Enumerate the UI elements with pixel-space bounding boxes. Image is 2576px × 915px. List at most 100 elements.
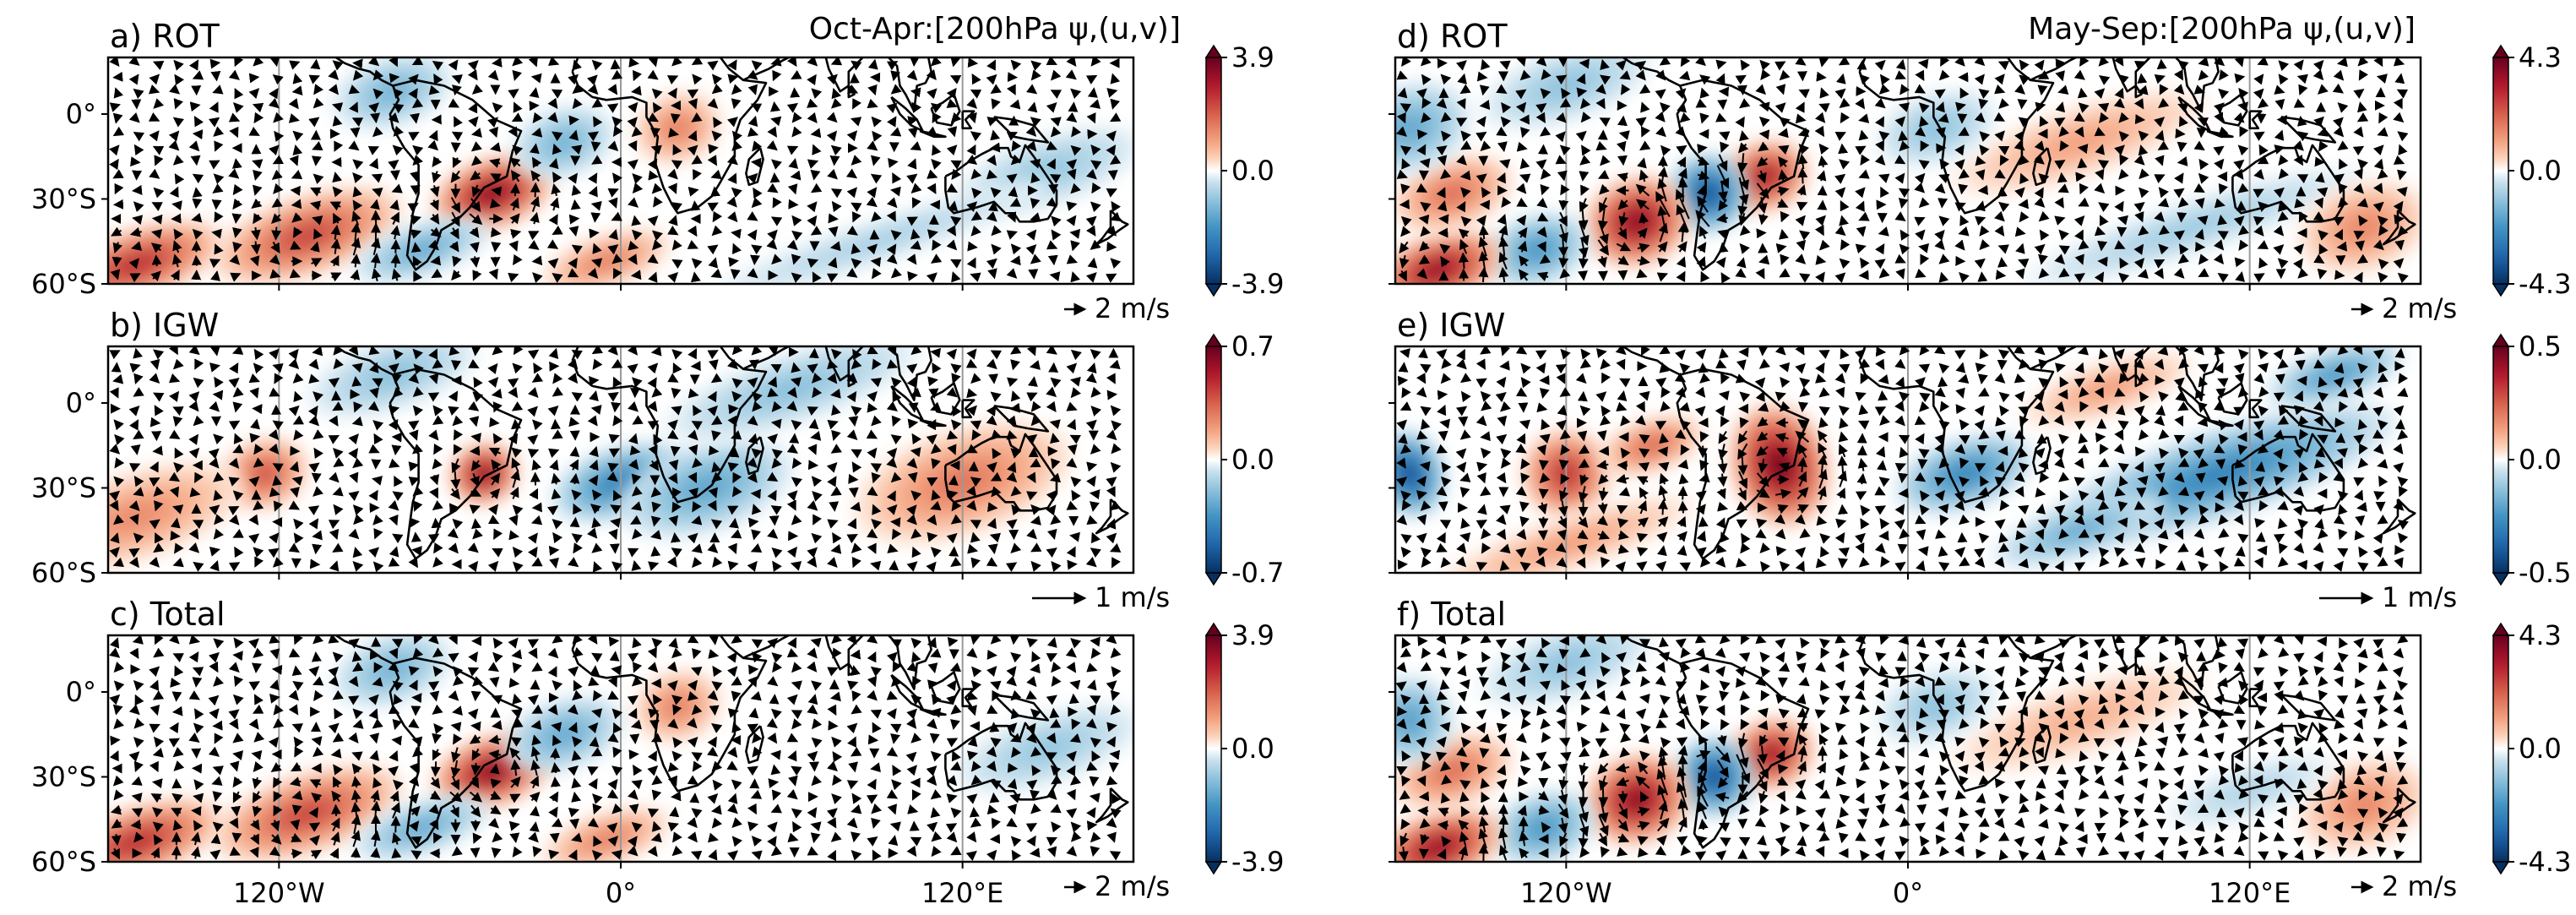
wind-arrow — [131, 241, 143, 251]
wind-arrow — [1087, 257, 1098, 269]
wind-arrow — [549, 197, 560, 211]
wind-arrow — [1715, 543, 1727, 554]
wind-arrow — [1437, 430, 1448, 442]
wind-arrow — [807, 215, 818, 227]
wind-arrow — [1558, 199, 1569, 211]
wind-arrow — [270, 241, 280, 254]
wind-arrow — [1958, 183, 1969, 195]
wind-arrow — [1937, 546, 1948, 558]
wind-arrow — [2175, 128, 2186, 139]
wind-arrow — [751, 529, 761, 541]
wind-arrow — [568, 226, 579, 237]
wind-arrow — [668, 215, 678, 226]
wind-arrow — [670, 445, 681, 457]
wind-arrow — [707, 244, 719, 255]
season-title-left: Oct-Apr:[200hPa ψ,(u,v)] — [809, 12, 1181, 46]
wind-arrow — [791, 230, 803, 242]
wind-arrow — [611, 253, 623, 264]
wind-arrow — [309, 200, 322, 211]
wind-arrow — [1457, 73, 1467, 84]
wind-arrow — [590, 258, 603, 268]
wind-arrow — [272, 475, 283, 487]
wind-arrow — [152, 445, 163, 456]
field-layer — [1395, 346, 2421, 573]
wind-arrow — [112, 242, 123, 254]
wind-arrow — [2274, 373, 2285, 384]
wind-arrow — [312, 346, 323, 357]
wind-arrow — [1066, 215, 1077, 226]
wind-arrow — [470, 762, 481, 776]
wind-arrow — [930, 253, 943, 264]
wind-arrow — [970, 635, 981, 645]
wind-arrow — [211, 228, 222, 239]
wind-arrow — [2293, 736, 2305, 747]
wind-arrow — [450, 197, 461, 214]
wind-arrow — [630, 270, 642, 280]
wind-arrow — [966, 257, 976, 269]
wind-arrow — [531, 255, 543, 266]
wind-arrow — [2035, 790, 2046, 801]
wind-arrow — [1009, 197, 1022, 207]
wind-arrow — [552, 273, 563, 283]
wind-arrow — [1917, 546, 1929, 557]
wind-arrow — [371, 268, 382, 282]
wind-arrow — [570, 199, 581, 210]
wind-arrow — [548, 545, 560, 556]
wind-arrow — [671, 202, 682, 212]
wind-arrow — [408, 666, 420, 676]
wind-arrow — [210, 270, 220, 281]
wind-arrow — [671, 531, 681, 543]
colorbar-tick-label: 0.0 — [1231, 733, 1274, 765]
wind-arrow — [1478, 225, 1489, 240]
colorbar-tick-label: -0.7 — [1231, 557, 1284, 589]
wind-arrow — [133, 201, 144, 213]
wind-arrow — [571, 184, 582, 196]
wind-arrow — [2135, 557, 2146, 569]
wind-arrow — [391, 268, 402, 281]
wind-arrow — [1898, 472, 1909, 484]
wind-arrow — [310, 58, 321, 70]
wind-arrow — [252, 662, 262, 673]
wind-arrow — [727, 211, 738, 223]
wind-arrow — [1597, 270, 1608, 281]
wind-arrow — [1975, 155, 1986, 166]
wind-arrow — [1838, 143, 1849, 155]
colorbar-tick-label: -3.9 — [1231, 846, 1284, 878]
wind-arrow — [1539, 387, 1550, 399]
wind-arrow — [1598, 787, 1609, 808]
wind-arrow — [1416, 490, 1428, 500]
wind-arrow — [2257, 362, 2269, 373]
wind-arrow — [1090, 239, 1101, 250]
wind-arrow — [110, 735, 121, 746]
wind-arrow — [1578, 255, 1589, 270]
wind-arrow — [926, 272, 937, 283]
wind-arrow — [1499, 360, 1510, 371]
wind-arrow — [889, 559, 899, 571]
wind-arrow — [1736, 359, 1747, 371]
wind-arrow — [687, 187, 699, 197]
wind-arrow — [1837, 734, 1848, 745]
wind-arrow — [1010, 243, 1022, 255]
wind-arrow — [1816, 820, 1826, 832]
colorbar-tick-label: -4.3 — [2519, 268, 2571, 300]
wind-arrow — [1398, 362, 1409, 373]
wind-arrow — [2017, 99, 2028, 110]
wind-arrow — [192, 198, 203, 210]
wind-arrow — [1677, 754, 1688, 782]
wind-arrow — [171, 705, 183, 716]
wind-arrow — [469, 213, 483, 226]
wind-arrow — [2077, 144, 2089, 155]
wind-arrow — [587, 268, 599, 279]
wind-arrow — [691, 258, 703, 270]
colorbar — [2492, 57, 2509, 285]
wind-arrow — [172, 240, 182, 253]
wind-arrow — [251, 241, 261, 255]
wind-arrow — [1938, 271, 1949, 283]
wind-arrow — [308, 373, 320, 384]
wind-arrow — [469, 226, 480, 238]
wind-arrow — [411, 546, 422, 557]
wind-arrow — [351, 222, 361, 242]
wind-arrow — [529, 821, 540, 832]
wind-arrow — [846, 226, 858, 236]
wind-arrow — [1916, 529, 1927, 541]
